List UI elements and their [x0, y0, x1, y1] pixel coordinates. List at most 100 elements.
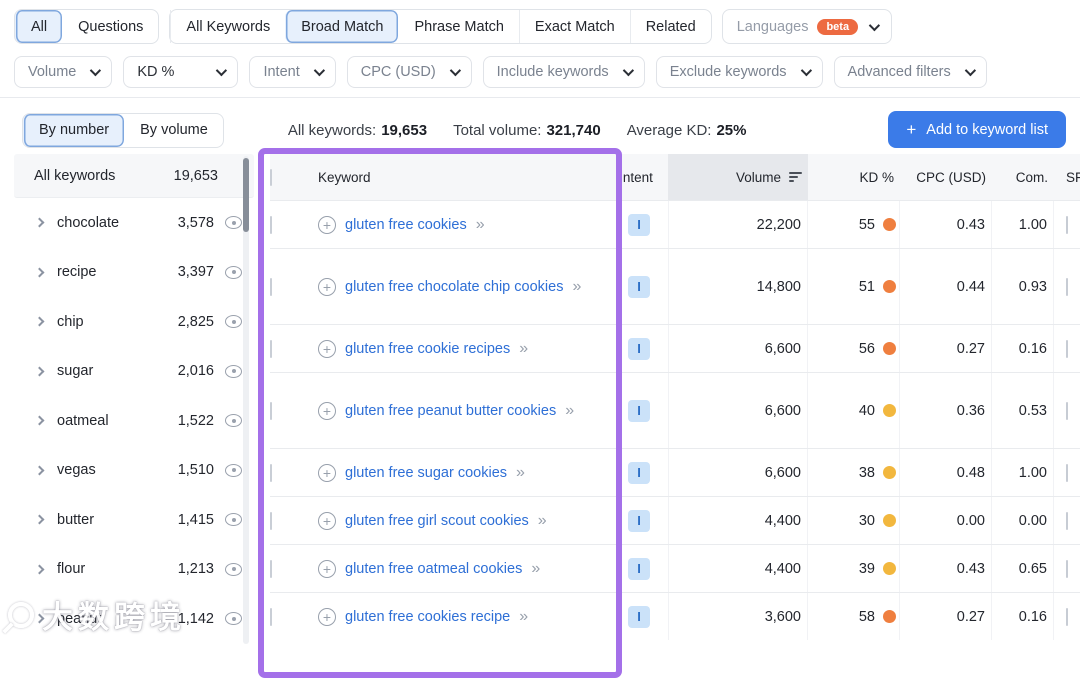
filter-dropdown[interactable]: Volume	[14, 56, 113, 88]
row-checkbox[interactable]	[270, 607, 272, 626]
add-keyword-icon[interactable]: +	[318, 215, 336, 234]
add-keyword-icon[interactable]: +	[318, 559, 336, 578]
tab-button[interactable]: All	[15, 10, 63, 43]
header-cpc[interactable]: CPC (USD)	[916, 169, 986, 185]
row-checkbox[interactable]	[270, 463, 272, 482]
chevron-right-icon[interactable]	[34, 465, 45, 476]
eye-icon[interactable]	[225, 562, 242, 576]
intent-badge[interactable]: I	[628, 399, 650, 422]
eye-icon[interactable]	[225, 463, 242, 477]
chevron-right-icon[interactable]	[34, 514, 45, 525]
serp-features-icon[interactable]	[1066, 401, 1068, 420]
serp-features-icon[interactable]	[1066, 215, 1068, 234]
serp-features-icon[interactable]	[1066, 277, 1068, 296]
open-details-icon[interactable]: »	[519, 607, 529, 625]
sidebar-group-item[interactable]: recipe 3,397	[14, 248, 254, 298]
eye-icon[interactable]	[225, 414, 242, 428]
sidebar-group-item[interactable]: peanut 1,142	[14, 594, 254, 644]
serp-features-icon[interactable]	[1066, 339, 1068, 358]
open-details-icon[interactable]: »	[565, 401, 575, 419]
sidebar-group-item[interactable]: chocolate 3,578	[14, 198, 254, 248]
keyword-link[interactable]: gluten free chocolate chip cookies	[345, 278, 564, 295]
keyword-link[interactable]: gluten free cookie recipes	[345, 340, 511, 357]
filter-dropdown[interactable]: Exclude keywords	[655, 56, 823, 88]
filter-dropdown[interactable]: KD %	[123, 56, 239, 88]
toggle-button[interactable]: By volume	[124, 114, 223, 147]
row-checkbox[interactable]	[270, 215, 272, 234]
toggle-button[interactable]: By number	[23, 113, 125, 147]
header-intent[interactable]: Intent	[619, 169, 653, 185]
header-kd[interactable]: KD %	[859, 169, 894, 185]
header-sf[interactable]: SF	[1066, 169, 1080, 185]
intent-badge[interactable]: I	[628, 213, 650, 236]
add-to-keyword-list-button[interactable]: + Add to keyword list	[888, 111, 1066, 148]
intent-badge[interactable]: I	[628, 337, 650, 360]
open-details-icon[interactable]: »	[516, 463, 525, 481]
row-checkbox[interactable]	[270, 511, 272, 530]
keyword-link[interactable]: gluten free cookies recipe	[345, 608, 511, 625]
languages-dropdown[interactable]: Languages beta	[721, 9, 893, 44]
add-keyword-icon[interactable]: +	[318, 463, 336, 482]
eye-icon[interactable]	[225, 513, 242, 527]
header-volume[interactable]: Volume	[668, 154, 808, 200]
tab-button[interactable]: All Keywords	[170, 10, 285, 43]
open-details-icon[interactable]: »	[537, 511, 547, 529]
tab-button[interactable]: Related	[629, 10, 711, 43]
eye-icon[interactable]	[225, 216, 242, 230]
keyword-link[interactable]: gluten free sugar cookies	[345, 464, 508, 481]
sidebar-group-item[interactable]: flour 1,213	[14, 545, 254, 595]
add-keyword-icon[interactable]: +	[318, 511, 336, 530]
sidebar-group-item[interactable]: chip 2,825	[14, 297, 254, 347]
serp-features-icon[interactable]	[1066, 559, 1068, 578]
tab-button[interactable]: Exact Match	[518, 10, 630, 43]
open-details-icon[interactable]: »	[531, 559, 541, 577]
eye-icon[interactable]	[225, 265, 242, 279]
header-com[interactable]: Com.	[1015, 169, 1048, 185]
row-checkbox[interactable]	[270, 559, 272, 578]
intent-badge[interactable]: I	[628, 509, 650, 532]
filter-dropdown[interactable]: CPC (USD)	[346, 56, 472, 88]
sidebar-group-item[interactable]: vegas 1,510	[14, 446, 254, 496]
intent-badge[interactable]: I	[628, 557, 650, 580]
sidebar-scrollbar-thumb[interactable]	[243, 158, 249, 232]
intent-badge[interactable]: I	[628, 461, 650, 484]
row-checkbox[interactable]	[270, 401, 272, 420]
eye-icon[interactable]	[225, 612, 242, 626]
eye-icon[interactable]	[225, 364, 242, 378]
keyword-link[interactable]: gluten free girl scout cookies	[345, 512, 529, 529]
intent-badge[interactable]: I	[628, 275, 650, 298]
tab-button[interactable]: Phrase Match	[398, 10, 518, 43]
keyword-link[interactable]: gluten free peanut butter cookies	[345, 402, 557, 419]
tab-button[interactable]: Broad Match	[285, 10, 399, 43]
intent-badge[interactable]: I	[628, 605, 650, 628]
add-keyword-icon[interactable]: +	[318, 607, 336, 626]
open-details-icon[interactable]: »	[475, 215, 485, 233]
filter-dropdown[interactable]: Include keywords	[482, 56, 645, 88]
serp-features-icon[interactable]	[1066, 607, 1068, 626]
keyword-link[interactable]: gluten free oatmeal cookies	[345, 560, 523, 577]
sidebar-scrollbar-track[interactable]	[243, 156, 249, 644]
eye-icon[interactable]	[225, 315, 242, 329]
row-checkbox[interactable]	[270, 277, 272, 296]
filter-dropdown[interactable]: Intent	[249, 56, 336, 88]
add-keyword-icon[interactable]: +	[318, 277, 336, 296]
chevron-right-icon[interactable]	[34, 267, 45, 278]
serp-features-icon[interactable]	[1066, 463, 1068, 482]
tab-button[interactable]: Questions	[62, 10, 158, 43]
add-keyword-icon[interactable]: +	[318, 339, 336, 358]
chevron-right-icon[interactable]	[34, 613, 45, 624]
keyword-link[interactable]: gluten free cookies	[345, 216, 467, 233]
sidebar-all-keywords-row[interactable]: All keywords 19,653	[14, 154, 254, 198]
filter-dropdown[interactable]: Advanced filters	[833, 56, 987, 88]
chevron-right-icon[interactable]	[34, 564, 45, 575]
header-keyword[interactable]: Keyword	[318, 169, 371, 185]
sidebar-group-item[interactable]: butter 1,415	[14, 495, 254, 545]
chevron-right-icon[interactable]	[34, 415, 45, 426]
chevron-right-icon[interactable]	[34, 217, 45, 228]
sidebar-group-item[interactable]: sugar 2,016	[14, 347, 254, 397]
chevron-right-icon[interactable]	[34, 366, 45, 377]
open-details-icon[interactable]: »	[572, 277, 582, 295]
open-details-icon[interactable]: »	[519, 339, 529, 357]
select-all-checkbox[interactable]	[270, 168, 272, 186]
add-keyword-icon[interactable]: +	[318, 401, 336, 420]
